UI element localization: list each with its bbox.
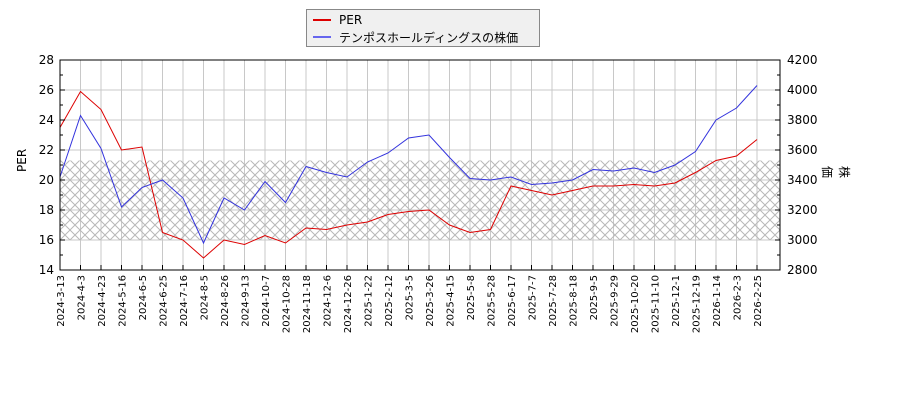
svg-text:26: 26	[39, 83, 54, 97]
y-axis-right-label: 株価	[820, 165, 851, 178]
legend-label-price: テンポスホールディングスの株価	[339, 30, 519, 45]
svg-text:2025-3-26: 2025-3-26	[425, 275, 436, 327]
svg-text:3400: 3400	[787, 173, 818, 187]
svg-text:14: 14	[39, 263, 54, 277]
svg-text:2025-6-17: 2025-6-17	[507, 275, 518, 327]
svg-text:3200: 3200	[787, 203, 818, 217]
series-lines	[59, 85, 758, 259]
legend: PER テンポスホールディングスの株価	[306, 9, 540, 47]
svg-text:18: 18	[39, 203, 54, 217]
svg-text:2024-9-13: 2024-9-13	[241, 275, 252, 327]
svg-text:3000: 3000	[787, 233, 818, 247]
y-axis-left: 14 16 18 20 22 24 26 28	[39, 53, 65, 277]
svg-text:2024-8-5: 2024-8-5	[200, 275, 211, 320]
svg-text:20: 20	[39, 173, 54, 187]
svg-text:2025-3-5: 2025-3-5	[405, 275, 416, 320]
per-range-band	[60, 160, 780, 240]
svg-text:2025-10-20: 2025-10-20	[630, 275, 641, 333]
price-line-swatch-icon	[313, 36, 331, 38]
svg-text:2024-4-23: 2024-4-23	[97, 275, 108, 327]
svg-text:2026-2-3: 2026-2-3	[733, 275, 744, 320]
svg-text:2025-7-28: 2025-7-28	[548, 275, 559, 327]
price-line	[59, 85, 758, 245]
svg-text:2024-12-6: 2024-12-6	[323, 275, 334, 327]
svg-text:2024-5-16: 2024-5-16	[118, 275, 129, 327]
svg-text:2024-11-18: 2024-11-18	[302, 275, 313, 333]
y-axis-left-label: PER	[15, 148, 29, 172]
svg-text:2025-5-8: 2025-5-8	[466, 275, 477, 320]
svg-text:2024-4-3: 2024-4-3	[77, 275, 88, 320]
svg-text:2025-9-5: 2025-9-5	[589, 275, 600, 320]
svg-text:3800: 3800	[787, 113, 818, 127]
svg-text:2024-6-5: 2024-6-5	[138, 275, 149, 320]
svg-text:4200: 4200	[787, 53, 818, 67]
legend-label-per: PER	[339, 13, 363, 27]
svg-text:24: 24	[39, 113, 54, 127]
svg-text:2025-2-12: 2025-2-12	[384, 275, 395, 327]
svg-text:2026-1-14: 2026-1-14	[712, 275, 723, 327]
svg-text:2024-3-13: 2024-3-13	[56, 275, 67, 327]
legend-item-per: PER	[313, 12, 362, 28]
svg-text:2025-12-19: 2025-12-19	[692, 275, 703, 333]
y-axis-right: 2800 3000 3200 3400 3600 3800 4000 4200	[775, 53, 818, 277]
svg-text:4000: 4000	[787, 83, 818, 97]
svg-text:2025-5-28: 2025-5-28	[487, 275, 498, 327]
svg-text:2026-2-25: 2026-2-25	[753, 275, 764, 327]
svg-text:2025-9-29: 2025-9-29	[610, 275, 621, 327]
svg-text:28: 28	[39, 53, 54, 67]
svg-text:2025-11-10: 2025-11-10	[651, 275, 662, 333]
svg-text:16: 16	[39, 233, 54, 247]
svg-text:2025-12-1: 2025-12-1	[671, 275, 682, 327]
svg-text:2024-8-26: 2024-8-26	[220, 275, 231, 327]
svg-text:2024-12-26: 2024-12-26	[343, 275, 354, 333]
svg-text:2800: 2800	[787, 263, 818, 277]
svg-text:2024-7-16: 2024-7-16	[179, 275, 190, 327]
svg-text:2025-8-18: 2025-8-18	[569, 275, 580, 327]
legend-item-price: テンポスホールディングスの株価	[313, 29, 518, 45]
svg-text:3600: 3600	[787, 143, 818, 157]
per-line-swatch-icon	[313, 19, 331, 21]
svg-text:2025-7-7: 2025-7-7	[528, 275, 539, 320]
svg-text:2024-6-25: 2024-6-25	[159, 275, 170, 327]
svg-text:2024-10-28: 2024-10-28	[282, 275, 293, 333]
svg-text:22: 22	[39, 143, 54, 157]
svg-text:2025-4-15: 2025-4-15	[446, 275, 457, 327]
x-axis: 2024-3-13 2024-4-3 2024-4-23 2024-5-16 2024-…	[56, 265, 764, 333]
svg-text:2025-1-22: 2025-1-22	[364, 275, 375, 327]
svg-text:2024-10-7: 2024-10-7	[261, 275, 272, 327]
per-line	[59, 90, 758, 259]
